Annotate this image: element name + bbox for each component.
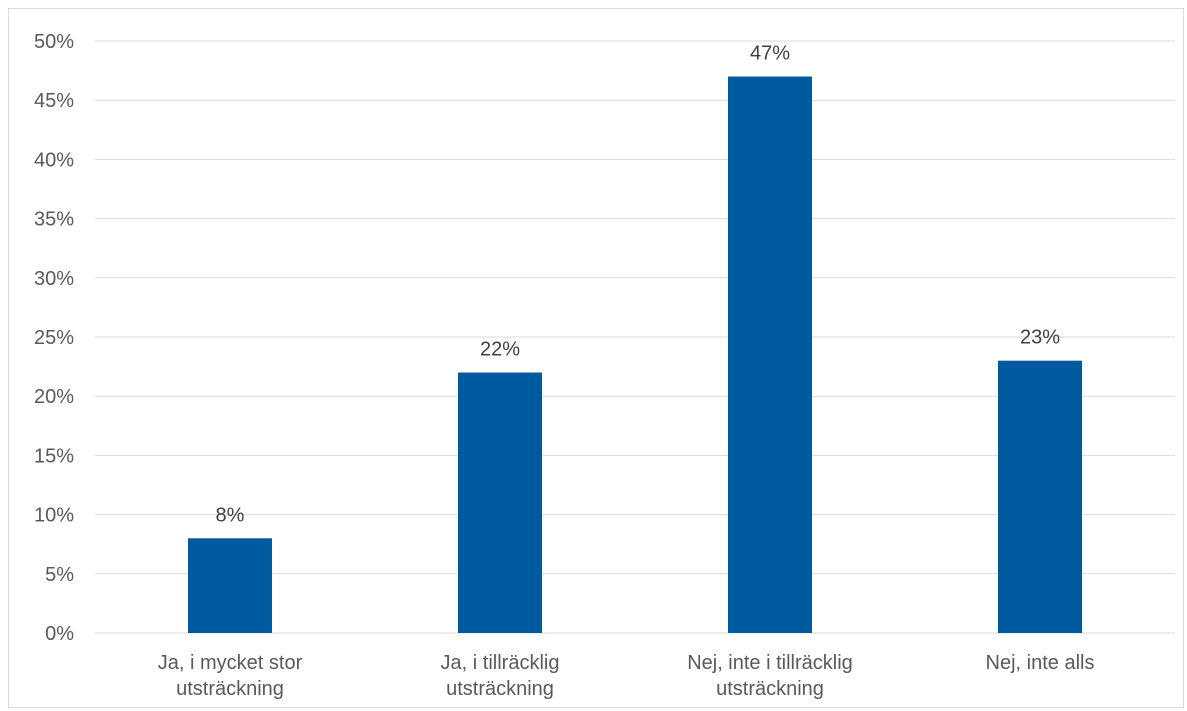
y-tick-label: 30% [34, 268, 74, 290]
category-label: Nej, inte alls [986, 652, 1095, 674]
y-tick-label: 50% [34, 31, 74, 53]
category-label: utsträckning [446, 678, 554, 700]
y-tick-label: 0% [45, 623, 74, 645]
category-label: utsträckning [176, 678, 284, 700]
category-label: Ja, i tillräcklig [441, 652, 560, 674]
y-tick-label: 25% [34, 327, 74, 349]
data-label: 8% [216, 504, 245, 526]
data-label: 23% [1020, 327, 1060, 349]
bar [728, 76, 812, 633]
y-tick-label: 45% [34, 90, 74, 112]
category-label: Ja, i mycket stor [158, 652, 303, 674]
y-tick-label: 35% [34, 209, 74, 231]
bar [458, 372, 542, 633]
y-tick-label: 10% [34, 505, 74, 527]
category-label: Nej, inte i tillräcklig [687, 652, 853, 674]
data-label: 22% [480, 339, 520, 361]
category-label: utsträckning [716, 678, 824, 700]
y-tick-label: 5% [45, 564, 74, 586]
y-tick-label: 40% [34, 149, 74, 171]
y-tick-label: 15% [34, 445, 74, 467]
bar [188, 538, 272, 633]
y-tick-label: 20% [34, 386, 74, 408]
bar [998, 360, 1082, 633]
data-label: 47% [750, 43, 790, 65]
